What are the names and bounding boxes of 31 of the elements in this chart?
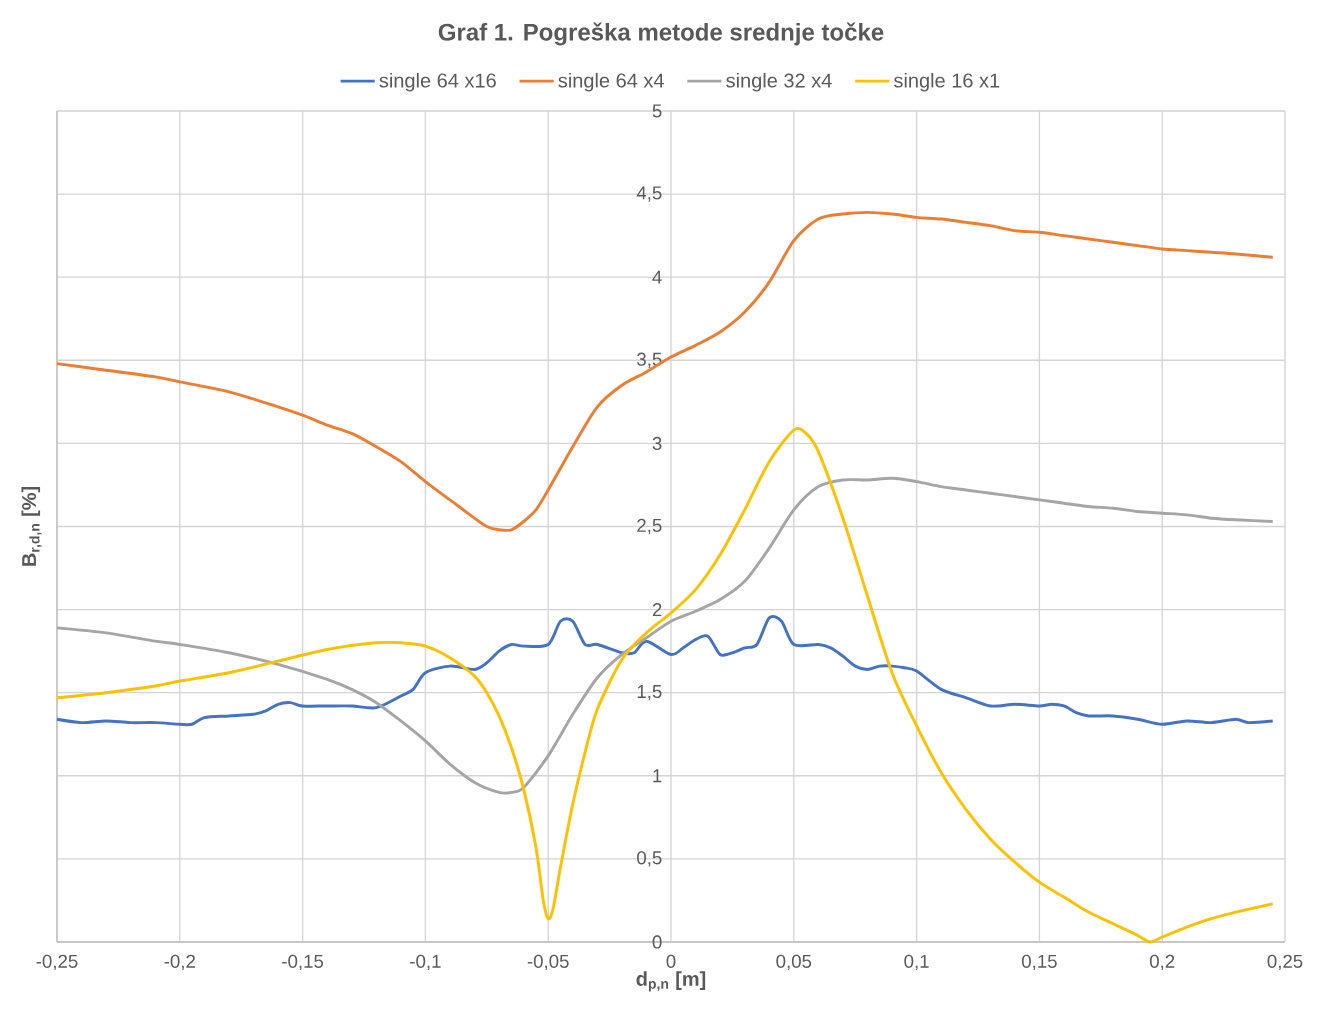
line-series	[55, 210, 1275, 532]
y-tick-label: 4,5	[636, 186, 662, 202]
text: d$_{p,n}$ [m]	[636, 971, 706, 992]
x-tick-label: -0,2	[164, 954, 195, 971]
x-tick-label: -0,15	[282, 954, 324, 971]
y-tick-label: 1,5	[637, 685, 662, 701]
x-tick-label: 0,05	[776, 954, 812, 971]
text: B$_{r,d,n}$ [%]	[21, 486, 42, 566]
y-tick-label: 2	[652, 603, 662, 617]
x-tick-label: 0	[666, 954, 676, 968]
y-tick-label: 4	[652, 270, 662, 284]
x-tick-label: 0,15	[1021, 954, 1057, 971]
x-tick-label: 0,1	[904, 954, 929, 971]
y-tick-label: 0	[652, 935, 662, 949]
legend-label: single 16 x1	[894, 72, 1000, 92]
y-tick-label: 3	[652, 436, 662, 450]
x-tick-label: -0,05	[527, 954, 569, 971]
y-tick-label: 1	[653, 769, 662, 783]
legend-label: single 64 x4	[558, 72, 664, 92]
line-series	[55, 616, 1275, 727]
y-tick-label: 5	[652, 104, 662, 118]
chart-title: Graf 1. Pogreška metode srednje točke	[438, 22, 884, 46]
y-tick-label: 0,5	[637, 851, 662, 867]
x-tick-label: 0,25	[1267, 954, 1303, 971]
legend-label: single 32 x4	[726, 72, 832, 92]
x-tick-label: -0,25	[36, 954, 78, 971]
x-tick-label: 0,2	[1149, 954, 1175, 971]
y-tick-label: 2,5	[637, 518, 662, 535]
line-series	[55, 476, 1275, 795]
legend-label: single 64 x16	[379, 72, 496, 92]
x-tick-label: -0,1	[410, 954, 441, 971]
